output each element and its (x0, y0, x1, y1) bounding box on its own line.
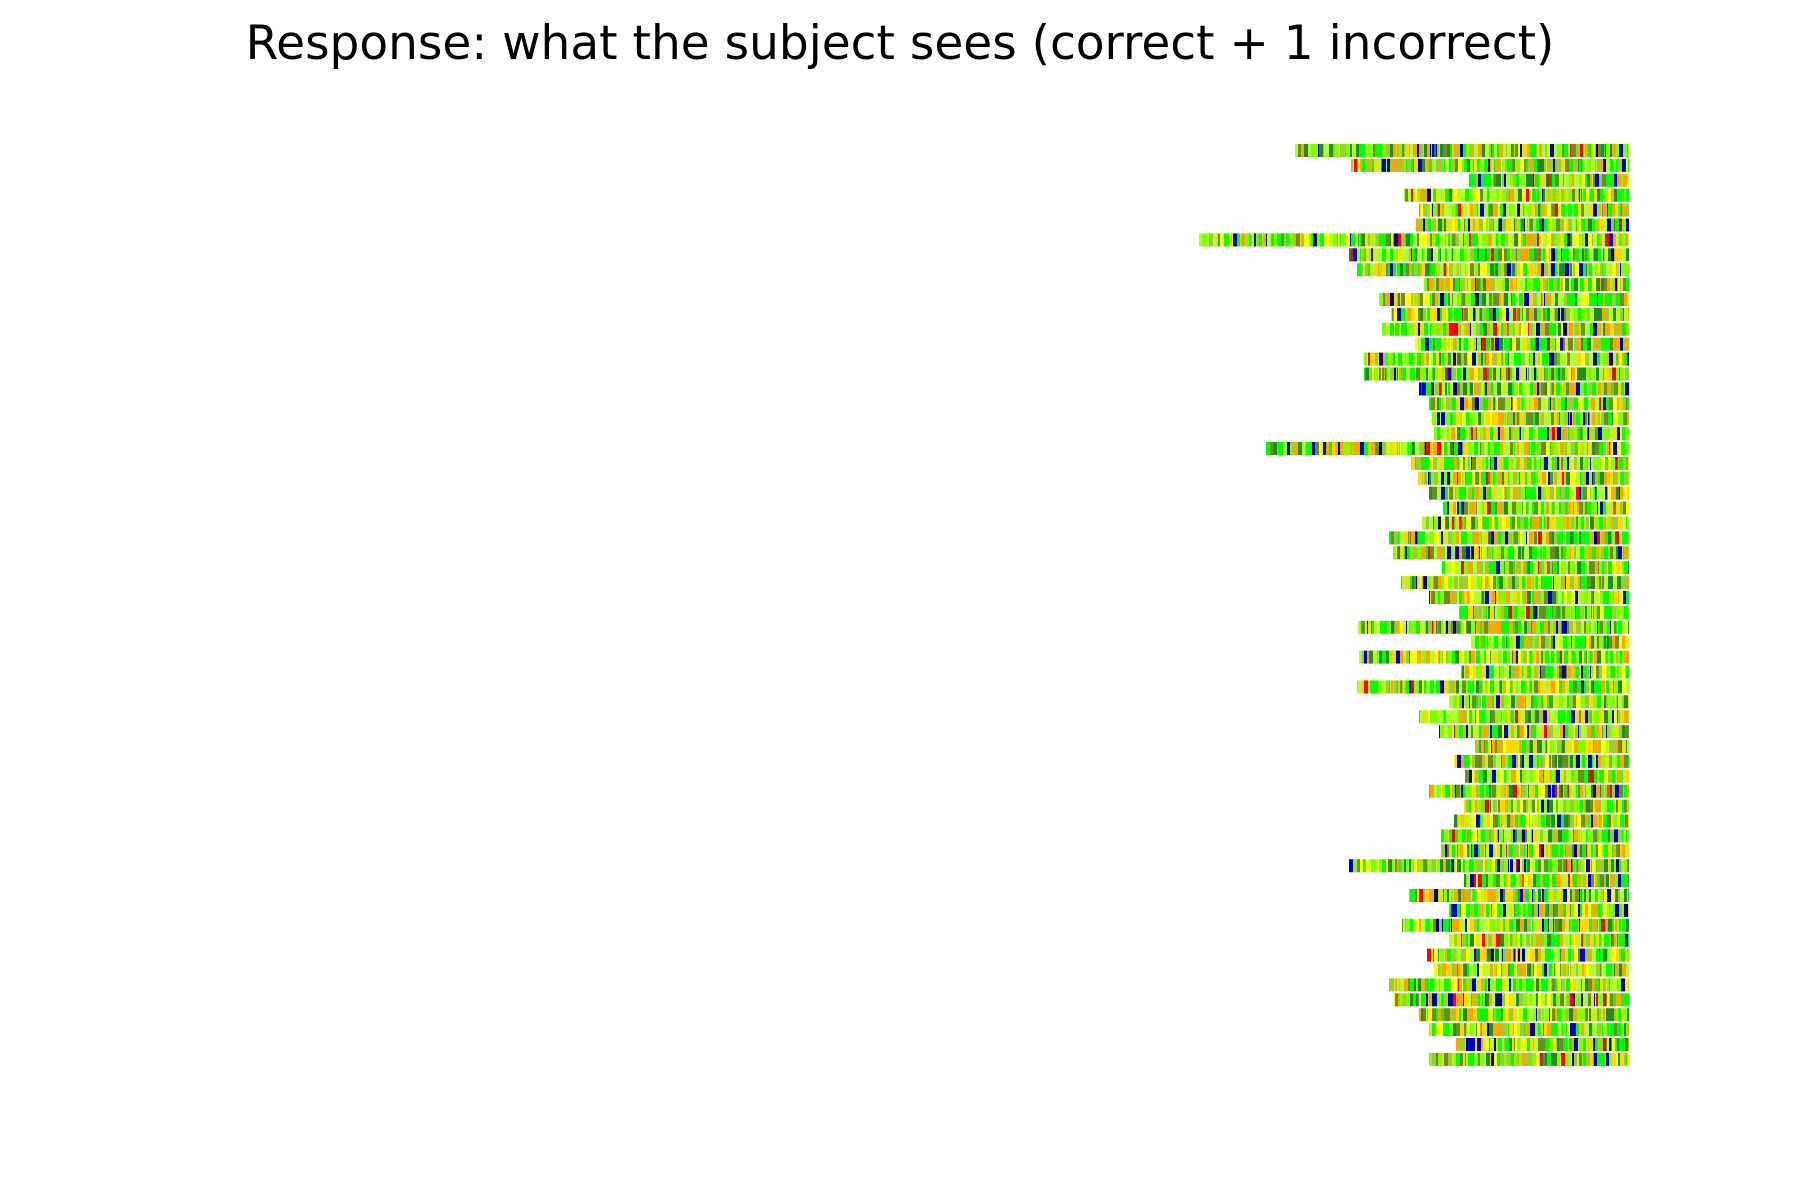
alignment-row (1461, 665, 1629, 679)
alignment-row (1464, 874, 1629, 888)
alignment-row (1432, 412, 1629, 426)
alignment-row (1443, 501, 1629, 515)
alignment-row (1349, 248, 1629, 262)
alignment-row (1429, 784, 1629, 798)
alignment-row (1401, 576, 1629, 590)
alignment-row (1469, 173, 1629, 187)
alignment-row (1429, 1023, 1629, 1037)
alignment-row (1459, 605, 1629, 619)
chart-title: Response: what the subject sees (correct… (245, 16, 1555, 71)
alignment-row (1434, 963, 1629, 977)
alignment-row (1364, 352, 1629, 366)
alignment-row (1427, 948, 1629, 962)
alignment-row (1465, 769, 1629, 783)
alignment-row (1389, 978, 1629, 992)
alignment-row (1454, 754, 1629, 768)
alignment-row (1429, 1052, 1629, 1066)
alignment-row (1424, 278, 1629, 292)
alignment-row (1422, 516, 1629, 530)
alignment-row (1357, 263, 1629, 277)
alignment-row (1449, 903, 1629, 917)
alignment-row (1441, 844, 1629, 858)
alignment-row (1358, 620, 1629, 634)
alignment-row (1351, 158, 1629, 172)
alignment-row (1266, 442, 1629, 455)
alignment-row (1415, 337, 1629, 351)
alignment-rows (1199, 144, 1629, 1066)
alignment-row (1429, 486, 1629, 500)
alignment-row (1464, 799, 1629, 813)
alignment-row (1419, 382, 1629, 396)
alignment-row (1382, 322, 1629, 336)
alignment-row (1389, 531, 1629, 545)
alignment-row (1441, 829, 1629, 843)
alignment-row (1429, 397, 1629, 411)
alignment-row (1456, 1038, 1629, 1051)
alignment-row (1199, 233, 1629, 247)
alignment-row (1471, 635, 1629, 649)
alignment-row (1349, 859, 1629, 873)
alignment-row (1454, 814, 1629, 828)
alignment-row (1394, 993, 1629, 1007)
alignment-row (1434, 427, 1629, 441)
alignment-row (1359, 650, 1629, 664)
alignment-row (1404, 188, 1629, 202)
alignment-row (1416, 218, 1629, 232)
alignment-row (1391, 307, 1629, 321)
alignment-row (1442, 561, 1629, 575)
alignment-row (1439, 725, 1629, 739)
alignment-row (1393, 546, 1629, 560)
alignment-row (1364, 367, 1629, 381)
alignment-row (1409, 889, 1629, 902)
alignment-row (1419, 710, 1629, 724)
alignment-row (1419, 1008, 1629, 1022)
alignment-row (1379, 293, 1629, 306)
alignment-row (1411, 456, 1629, 470)
alignment-row (1357, 680, 1629, 694)
alignment-row (1429, 591, 1629, 604)
alignment-row (1449, 695, 1629, 709)
alignment-row (1419, 203, 1629, 217)
alignment-row (1295, 144, 1629, 157)
alignment-row (1449, 933, 1629, 947)
alignment-row (1402, 918, 1629, 932)
alignment-row (1475, 740, 1629, 753)
alignment-row (1418, 471, 1629, 485)
